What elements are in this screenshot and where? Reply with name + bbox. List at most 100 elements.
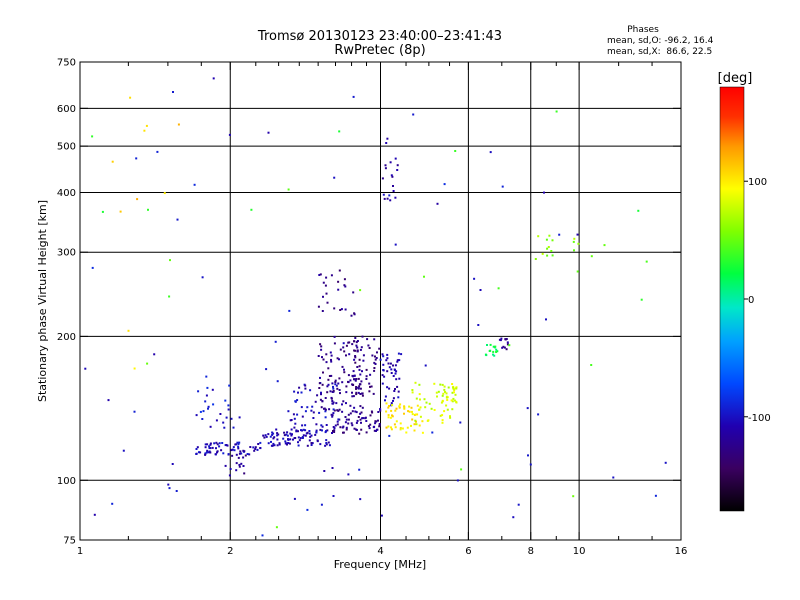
x-tick-label: 4 (377, 546, 383, 557)
data-point (399, 403, 402, 406)
data-point (486, 344, 488, 346)
data-point (396, 360, 399, 363)
data-point (292, 438, 294, 441)
data-point (332, 408, 335, 411)
data-point (209, 442, 212, 445)
data-point (277, 433, 280, 436)
data-point (329, 351, 332, 354)
data-point (238, 463, 241, 466)
data-point (349, 379, 352, 382)
data-point (216, 451, 218, 454)
data-point (386, 386, 389, 389)
phases-x-line: mean, sd,X: 86.6, 22.5 (607, 47, 712, 57)
data-point (207, 407, 209, 410)
data-point (537, 235, 540, 238)
data-point (309, 389, 312, 392)
data-point (423, 275, 425, 278)
data-point (355, 387, 357, 390)
data-point (288, 442, 291, 445)
data-point (488, 350, 491, 352)
data-point (356, 366, 359, 368)
data-point (322, 371, 324, 374)
data-point (356, 340, 359, 342)
data-point (479, 289, 482, 291)
data-point (290, 419, 293, 421)
data-point (304, 429, 307, 432)
data-point (286, 434, 289, 437)
data-point (345, 385, 348, 388)
data-point (361, 406, 364, 409)
data-point (332, 426, 335, 428)
data-point (502, 345, 505, 348)
data-point (294, 422, 297, 425)
data-point (374, 355, 376, 358)
data-point (204, 446, 207, 449)
data-point (354, 356, 357, 359)
data-point (573, 249, 575, 252)
data-point (371, 411, 374, 414)
data-point (209, 451, 212, 454)
data-point (388, 366, 391, 369)
data-point (321, 310, 324, 312)
data-point (576, 233, 579, 236)
data-point (295, 429, 298, 432)
data-point (505, 338, 508, 340)
data-point (320, 424, 323, 427)
data-point (265, 368, 268, 371)
data-point (282, 437, 285, 440)
colorbar-label: [deg] (718, 71, 753, 86)
data-point (262, 434, 265, 437)
data-point (331, 382, 334, 385)
data-point (267, 131, 270, 134)
data-point (355, 378, 358, 380)
data-point (356, 419, 359, 422)
data-point (287, 442, 290, 444)
data-point (345, 344, 348, 347)
data-point (495, 348, 498, 351)
data-point (385, 359, 388, 362)
y-axis-ticks: 75 100 200 300 400 500 600 750 (57, 58, 681, 547)
data-point (489, 151, 492, 154)
data-point (572, 240, 575, 243)
data-point (101, 210, 104, 213)
data-point (257, 443, 260, 445)
data-point (390, 428, 393, 431)
data-point (477, 324, 480, 326)
data-point (318, 387, 321, 389)
data-point (275, 526, 278, 529)
data-point (238, 465, 241, 468)
data-point (370, 385, 373, 388)
data-point (334, 383, 337, 386)
data-point (392, 185, 394, 187)
data-point (377, 419, 379, 422)
data-point (291, 433, 293, 436)
data-point (353, 427, 356, 430)
data-point (360, 346, 363, 349)
data-point (335, 384, 338, 387)
data-point (242, 465, 245, 467)
data-point (379, 409, 382, 412)
data-point (355, 429, 358, 431)
data-point (310, 409, 313, 412)
data-point (450, 399, 453, 402)
data-point (358, 368, 361, 371)
data-point (296, 399, 299, 402)
data-point (529, 463, 532, 466)
data-point (209, 425, 212, 428)
data-point (324, 416, 327, 419)
data-point (436, 395, 438, 398)
chart-subtitle: RwPretec (8p) (334, 43, 425, 58)
data-point (235, 469, 238, 472)
data-point (371, 354, 374, 357)
data-point (424, 406, 427, 409)
data-point (543, 191, 545, 194)
data-point (501, 185, 504, 188)
data-point (360, 380, 363, 383)
data-point (111, 160, 114, 163)
data-point (238, 441, 241, 444)
data-point (278, 443, 281, 446)
data-point (276, 380, 279, 383)
data-point (304, 410, 307, 413)
data-point (345, 391, 348, 394)
data-point (572, 495, 575, 498)
